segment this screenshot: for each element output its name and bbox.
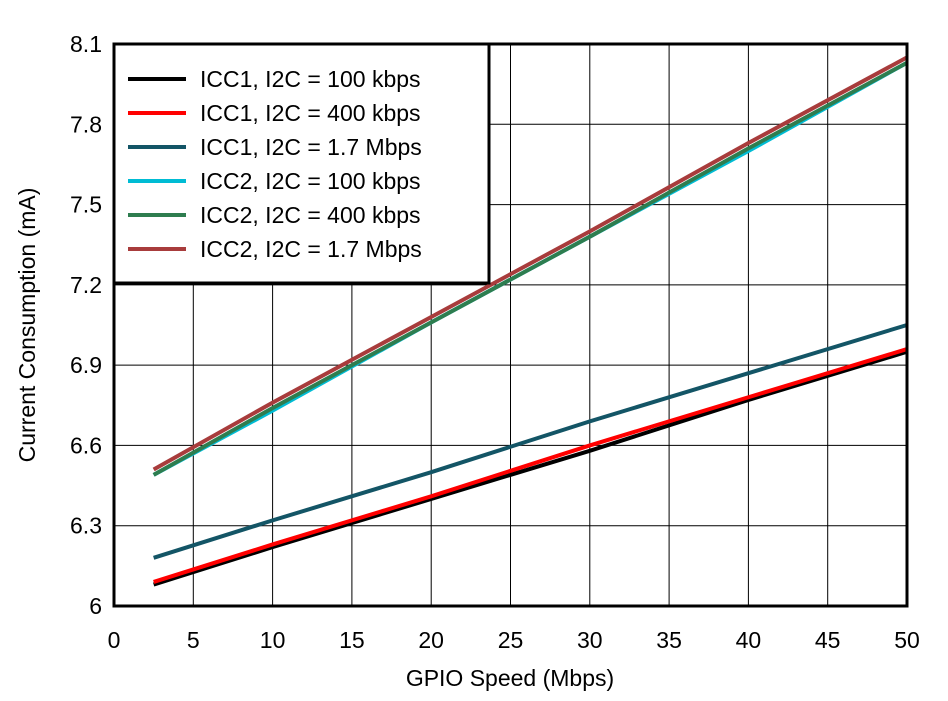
series-lines <box>152 55 908 587</box>
x-tick-labels: 0 5 10 15 20 25 30 35 40 45 50 <box>108 627 920 653</box>
x-tick-label: 30 <box>577 627 603 653</box>
x-tick-label: 15 <box>339 627 365 653</box>
legend-label: ICC1, I2C = 400 kbps <box>200 100 421 126</box>
plot-frame <box>112 42 909 608</box>
x-tick-label: 25 <box>498 627 524 653</box>
y-tick-label: 6.6 <box>70 432 102 458</box>
series-line-5 <box>152 60 908 477</box>
series-line-3 <box>153 323 908 560</box>
y-tick-label: 7.5 <box>70 192 102 218</box>
x-axis-label: GPIO Speed (Mbps) <box>406 665 614 691</box>
y-tick-label: 7.8 <box>70 111 102 137</box>
x-tick-label: 10 <box>260 627 286 653</box>
y-tick-labels: 6 6.3 6.6 6.9 7.2 7.5 7.8 8.1 <box>70 31 102 619</box>
x-tick-label: 40 <box>736 627 762 653</box>
legend-label: ICC2, I2C = 1.7 Mbps <box>200 236 422 262</box>
x-tick-label: 5 <box>187 627 200 653</box>
legend: ICC1, I2C = 100 kbps ICC1, I2C = 400 kbps… <box>112 42 491 285</box>
x-tick-label: 45 <box>815 627 841 653</box>
legend-label: ICC1, I2C = 100 kbps <box>200 66 421 92</box>
x-tick-label: 50 <box>894 627 920 653</box>
y-tick-label: 7.2 <box>70 272 102 298</box>
series-line-6 <box>152 55 908 472</box>
legend-label: ICC2, I2C = 400 kbps <box>200 202 421 228</box>
y-tick-label: 8.1 <box>70 31 102 57</box>
y-tick-label: 6 <box>89 593 102 619</box>
legend-label: ICC2, I2C = 100 kbps <box>200 168 421 194</box>
legend-label: ICC1, I2C = 1.7 Mbps <box>200 134 422 160</box>
y-tick-label: 6.9 <box>70 352 102 378</box>
series-line-2 <box>153 347 908 584</box>
x-tick-label: 20 <box>418 627 444 653</box>
x-tick-label: 0 <box>108 627 121 653</box>
y-axis-label: Current Consumption (mA) <box>14 188 40 463</box>
y-tick-label: 6.3 <box>70 513 102 539</box>
x-tick-label: 35 <box>656 627 682 653</box>
series-line-1 <box>153 349 908 587</box>
